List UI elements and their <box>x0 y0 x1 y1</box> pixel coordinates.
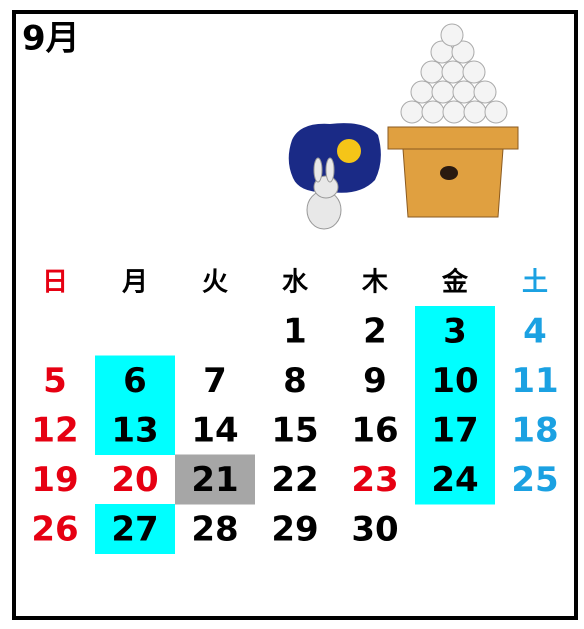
day-number: 29 <box>271 510 318 550</box>
weekday-label: 日 <box>42 268 68 298</box>
day-number: 22 <box>271 460 318 500</box>
day-highlight <box>95 355 175 406</box>
day-number: 23 <box>351 460 398 500</box>
day-number: 27 <box>111 510 158 550</box>
day-number: 13 <box>111 411 158 451</box>
day-number: 28 <box>191 510 238 550</box>
day-number: 2 <box>363 312 387 352</box>
day-number: 30 <box>351 510 398 550</box>
illustration <box>288 23 519 230</box>
day-highlight <box>415 306 495 356</box>
weekday-label: 水 <box>282 268 309 298</box>
weekday-label: 土 <box>522 268 548 298</box>
day-highlight <box>415 355 495 406</box>
day-number: 15 <box>271 411 318 451</box>
day-highlight <box>415 405 495 455</box>
day-number: 18 <box>511 411 558 451</box>
weekday-label: 火 <box>202 268 228 298</box>
day-number: 1 <box>283 312 307 352</box>
day-number: 14 <box>191 411 238 451</box>
day-number: 16 <box>351 411 398 451</box>
weekday-label: 木 <box>361 268 388 298</box>
day-number: 24 <box>431 460 478 500</box>
day-highlight <box>175 454 255 505</box>
day-number: 11 <box>511 361 558 401</box>
day-number: 26 <box>31 510 78 550</box>
weekday-label: 金 <box>441 267 469 298</box>
day-number: 4 <box>523 312 547 352</box>
day-number: 20 <box>111 460 158 500</box>
day-number: 3 <box>443 312 467 352</box>
day-number: 25 <box>511 460 558 500</box>
day-number: 9 <box>363 361 387 401</box>
day-number: 6 <box>123 361 147 401</box>
day-number: 5 <box>43 361 67 401</box>
weekday-label: 月 <box>121 268 148 298</box>
day-highlight <box>95 504 175 554</box>
day-highlight <box>95 405 175 455</box>
day-number: 8 <box>283 361 307 401</box>
day-number: 10 <box>431 361 478 401</box>
day-number: 7 <box>203 361 227 401</box>
day-number: 12 <box>31 411 78 451</box>
day-number: 21 <box>191 460 238 500</box>
day-highlight <box>415 454 495 505</box>
month-title: 9月 <box>22 19 80 59</box>
day-number: 19 <box>31 460 78 500</box>
day-number: 17 <box>431 411 478 451</box>
